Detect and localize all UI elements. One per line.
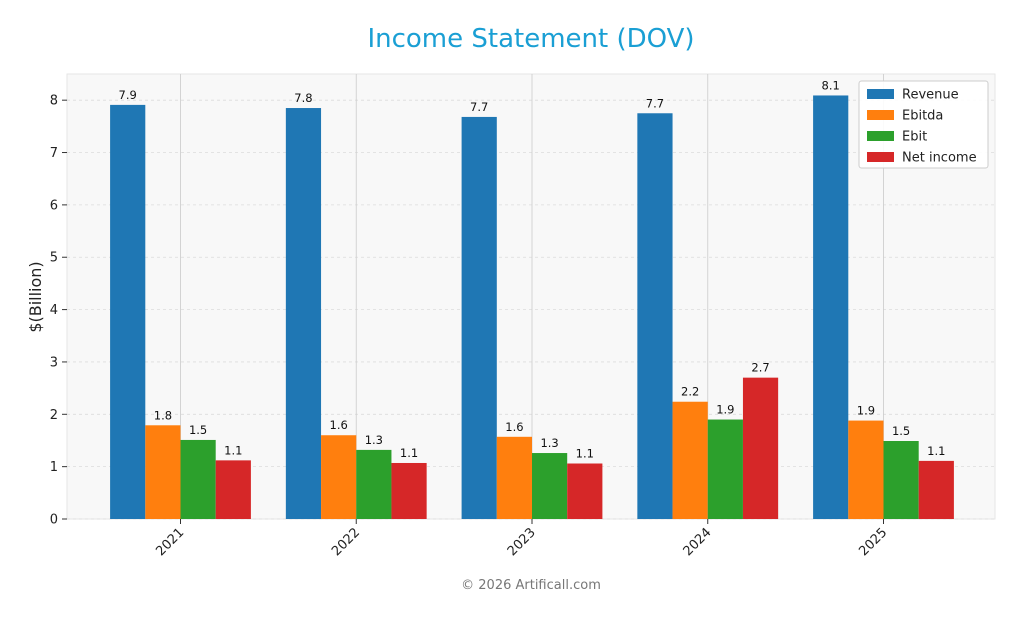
bar-revenue-2021 xyxy=(110,104,146,519)
bar-ebit-2023 xyxy=(532,453,568,519)
bar-value-label: 1.6 xyxy=(505,420,523,434)
bar-ebitda-2024 xyxy=(672,401,708,519)
legend-swatch xyxy=(867,89,894,99)
bar-ebit-2025 xyxy=(883,440,919,519)
y-tick-label: 4 xyxy=(50,303,58,318)
legend-box xyxy=(858,80,989,169)
legend-swatch xyxy=(867,131,894,141)
bar-value-label: 1.6 xyxy=(330,418,348,432)
x-axis: 2021 2022 2023 2024 2025 xyxy=(153,519,890,559)
bar-net-income-2025 xyxy=(918,460,954,519)
bar-ebit-2024 xyxy=(707,419,743,519)
y-axis: 0 1 2 3 4 5 6 7 8 xyxy=(50,94,67,528)
bar-revenue-2023 xyxy=(461,116,497,519)
bar-value-label: 2.2 xyxy=(681,385,699,399)
legend-entry: Revenue xyxy=(902,88,959,103)
bar-net-income-2022 xyxy=(391,462,427,519)
bar-net-income-2024 xyxy=(742,377,779,519)
bar-value-label: 1.3 xyxy=(540,436,558,450)
x-tick-label: 2024 xyxy=(681,525,715,559)
bar-net-income-2021 xyxy=(215,460,251,519)
legend-entry: Ebitda xyxy=(902,109,943,124)
legend-entry: Ebit xyxy=(902,130,927,145)
bar-value-label: 1.3 xyxy=(365,433,383,447)
bar-revenue-2022 xyxy=(285,108,322,519)
bar-value-label: 1.1 xyxy=(576,447,594,461)
x-tick-label: 2021 xyxy=(153,525,187,559)
bar-net-income-2023 xyxy=(567,463,603,519)
bar-ebit-2021 xyxy=(180,439,216,519)
bar-revenue-2025 xyxy=(813,95,849,519)
footer-copyright: © 2026 Artificall.com xyxy=(461,578,601,593)
bar-value-label: 1.9 xyxy=(857,404,875,418)
y-tick-label: 8 xyxy=(50,94,58,109)
bar-ebitda-2021 xyxy=(145,425,181,519)
bar-ebitda-2023 xyxy=(496,436,532,519)
bar-value-label: 1.8 xyxy=(154,408,172,422)
bar-ebit-2022 xyxy=(356,449,392,519)
bar-value-label: 1.1 xyxy=(224,443,242,457)
bar-value-label: 8.1 xyxy=(822,78,840,92)
bar-ebitda-2022 xyxy=(321,435,357,519)
y-tick-label: 3 xyxy=(50,355,58,370)
bar-value-label: 1.1 xyxy=(927,444,945,458)
x-tick-label: 2022 xyxy=(329,525,363,559)
y-tick-label: 0 xyxy=(50,513,58,528)
bar-value-label: 7.8 xyxy=(294,91,312,105)
y-tick-label: 2 xyxy=(50,408,58,423)
legend-swatch xyxy=(867,152,894,162)
y-tick-label: 7 xyxy=(50,146,58,161)
bar-revenue-2024 xyxy=(637,113,673,519)
y-tick-label: 5 xyxy=(50,251,58,266)
legend-swatch xyxy=(867,110,894,120)
y-tick-label: 6 xyxy=(50,198,58,213)
bar-value-label: 1.9 xyxy=(716,403,734,417)
bar-value-label: 1.5 xyxy=(892,424,910,438)
x-tick-label: 2023 xyxy=(505,525,539,559)
bar-value-labels: 7.9 1.8 1.5 1.1 7.8 1.6 1.3 1.1 7.7 1.6 1.3 1.1 7.7 2… xyxy=(119,78,946,460)
bar-value-label: 7.9 xyxy=(119,88,137,102)
y-tick-label: 1 xyxy=(50,460,58,475)
chart-title: Income Statement (DOV) xyxy=(367,24,694,54)
bars xyxy=(110,95,954,519)
bar-value-label: 7.7 xyxy=(646,96,664,110)
bar-value-label: 2.7 xyxy=(751,361,769,375)
y-axis-label: $(Billion) xyxy=(26,261,45,332)
bar-value-label: 1.1 xyxy=(400,446,418,460)
x-tick-label: 2025 xyxy=(856,525,890,559)
legend-entry: Net income xyxy=(902,151,977,166)
bar-value-label: 1.5 xyxy=(189,423,207,437)
bar-value-label: 7.7 xyxy=(470,100,488,114)
bar-ebitda-2025 xyxy=(848,420,884,519)
legend: Revenue Ebitda Ebit Net income xyxy=(858,80,989,169)
